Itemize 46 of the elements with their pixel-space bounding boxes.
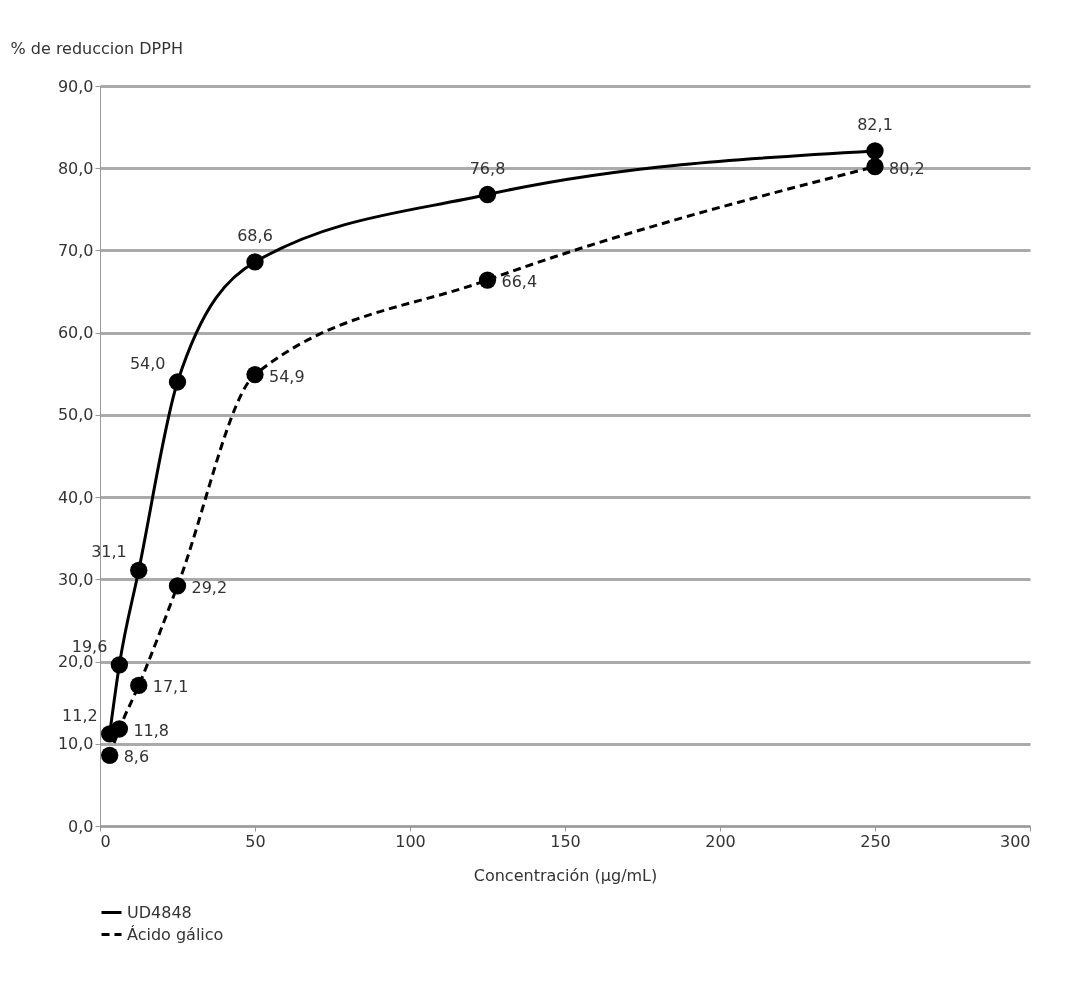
y-tick-label: 30,0 <box>57 569 94 589</box>
x-axis-title: Concentración (µg/mL) <box>473 865 658 885</box>
point <box>246 365 264 384</box>
data-label: 17,1 <box>152 677 189 697</box>
y-tick-label: 60,0 <box>57 323 94 343</box>
point <box>168 373 187 391</box>
point <box>866 157 884 176</box>
y-axis-title: % de reduccion DPPH <box>10 38 183 58</box>
point <box>168 577 187 595</box>
y-tick-label: 90,0 <box>57 76 94 96</box>
point <box>478 185 497 204</box>
data-label: 80,2 <box>889 158 925 178</box>
y-tick-label: 40,0 <box>57 487 94 507</box>
y-tick-label: 10,0 <box>57 734 94 754</box>
x-tick-label: 250 <box>860 831 891 851</box>
data-label: 76,8 <box>469 158 506 178</box>
y-tick-label: 0,0 <box>68 816 94 836</box>
x-tick-label: 200 <box>705 831 736 851</box>
legend-label: Ácido gálico <box>127 924 224 944</box>
y-tick-label: 70,0 <box>57 240 94 260</box>
data-label: 11,8 <box>133 720 169 740</box>
x-tick-label: 0 <box>100 831 111 851</box>
point <box>101 746 119 764</box>
point <box>130 676 148 695</box>
x-tick-label: 300 <box>999 831 1031 851</box>
point <box>130 561 148 579</box>
data-label: 54,9 <box>269 366 305 386</box>
legend-label: UD4848 <box>127 902 192 922</box>
data-label: 8,6 <box>123 747 150 767</box>
data-label: 68,6 <box>237 225 273 245</box>
y-tick-label: 50,0 <box>57 405 94 425</box>
x-tick-label: 100 <box>395 831 426 851</box>
x-tick-label: 50 <box>245 831 266 851</box>
data-label: 66,4 <box>501 272 538 292</box>
data-label: 31,1 <box>91 542 127 562</box>
x-tick-label: 150 <box>550 831 581 851</box>
data-label: 29,2 <box>191 577 228 597</box>
data-label: 82,1 <box>857 114 893 134</box>
point <box>866 142 884 160</box>
point <box>110 656 129 674</box>
y-tick-label: 80,0 <box>57 158 94 178</box>
point <box>110 720 129 738</box>
data-label: 11,2 <box>62 705 98 725</box>
data-label: 54,0 <box>129 354 166 373</box>
point <box>478 271 497 289</box>
point <box>246 253 264 271</box>
